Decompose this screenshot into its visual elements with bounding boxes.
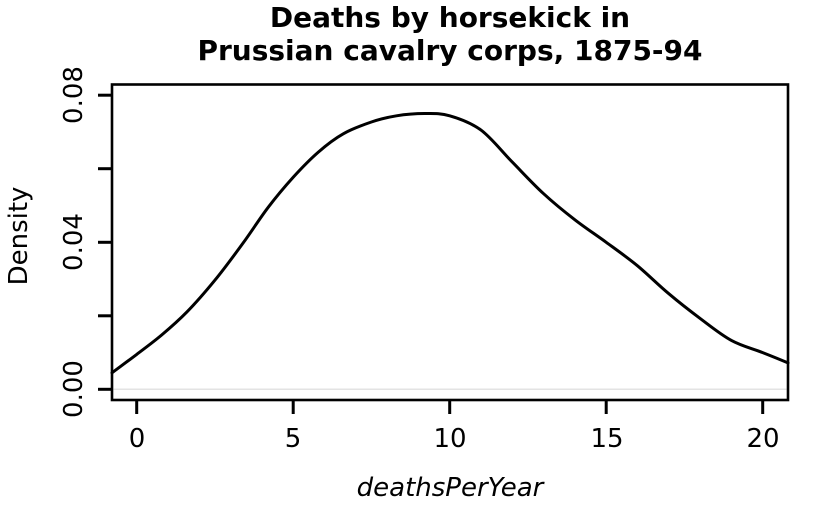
chart-title-line2: Prussian cavalry corps, 1875-94 <box>197 34 703 67</box>
x-axis-label: deathsPerYear <box>356 473 544 503</box>
y-tick-label-0.08: 0.08 <box>59 66 89 124</box>
chart-title: Deaths by horsekick in Prussian cavalry … <box>112 1 788 67</box>
y-tick-label-0.00: 0.00 <box>59 360 89 418</box>
x-tick-label-10: 10 <box>433 424 467 454</box>
y-axis-label: Density <box>4 186 34 286</box>
y-tick-label-0.04: 0.04 <box>59 213 89 271</box>
x-tick-label-5: 5 <box>284 424 302 454</box>
x-tick-label-20: 20 <box>746 424 780 454</box>
density-curve <box>110 111 790 375</box>
x-tick-label-15: 15 <box>590 424 624 454</box>
x-tick-label-0: 0 <box>128 424 146 454</box>
chart-title-line1: Deaths by horsekick in <box>269 1 631 34</box>
